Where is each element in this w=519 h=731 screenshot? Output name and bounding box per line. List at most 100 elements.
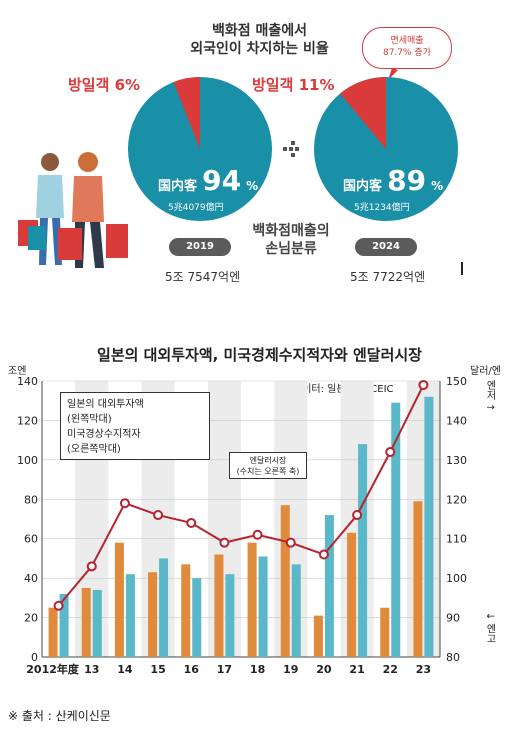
year-pill-2024: 2024 — [355, 238, 417, 256]
left-tick-label: 40 — [24, 572, 38, 585]
right-tick-label: 130 — [446, 454, 467, 467]
left-tick-label: 0 — [31, 651, 38, 664]
legend-line: (왼쪽막대) — [67, 414, 112, 425]
infographic-title-line1: 백화점 매출에서 — [211, 23, 308, 39]
bar-us-deficit — [192, 578, 202, 657]
right-tick-label: 140 — [446, 414, 467, 427]
bar-us-deficit — [358, 444, 368, 657]
yen-point — [53, 600, 64, 611]
pie-2024-total: 5조 7722억엔 — [350, 270, 426, 284]
footer-source: ※ 출처 : 산케이신문 — [8, 709, 111, 723]
left-tick-label: 140 — [17, 375, 38, 388]
bar-us-deficit — [424, 396, 434, 657]
pie-2019-visitor-slice — [173, 77, 200, 149]
right-axis-unit: 달러/엔 — [470, 366, 501, 377]
bar-us-deficit — [391, 402, 401, 657]
callout-line1: 면세매출 — [390, 36, 424, 46]
right-tick-label: 90 — [446, 612, 460, 625]
text-cursor-mark — [461, 262, 463, 275]
bar-chart: 0 20 40 60 80 100 120 140 80 90 100 110 120 130 140 150… — [17, 375, 467, 676]
bar-investment — [148, 572, 158, 657]
right-tick-label: 80 — [446, 651, 460, 664]
pie-2024-domestic-num: 89 — [387, 164, 427, 197]
legend-line: 미국경상수지적자 — [67, 429, 141, 440]
bar-investment — [114, 542, 124, 657]
duty-free-callout: 면세매출 87.7% 증가 — [362, 27, 452, 69]
x-tick-label: 17 — [217, 663, 232, 676]
bar-investment — [380, 607, 390, 657]
x-tick-label: 14 — [117, 663, 133, 676]
left-axis-unit: 조엔 — [8, 366, 27, 377]
bar-us-deficit — [59, 593, 69, 657]
column-band — [274, 381, 308, 657]
yen-point — [352, 510, 363, 521]
right-tick-label: 110 — [446, 533, 467, 546]
pie-2019-visitor-label: 방일객 6% — [68, 76, 141, 94]
left-tick-label: 60 — [24, 533, 38, 546]
year-pill-2019: 2019 — [169, 238, 231, 256]
chart-title: 일본의 대외투자액, 미국경제수지적자와 엔달러시장 — [97, 346, 422, 364]
pie-2024-domestic: 国内客 89 % — [343, 164, 443, 197]
yen-point — [252, 529, 263, 540]
bar-investment — [347, 532, 357, 657]
bar-us-deficit — [324, 515, 334, 657]
pie-2024-visitor-label: 방일객 11% — [252, 76, 335, 94]
bar-investment — [413, 501, 423, 657]
yen-point — [219, 537, 230, 548]
center-caption: 백화점매출의 손님분류 — [236, 222, 346, 258]
pie-2019 — [128, 77, 272, 221]
infographic-title-line2: 외국인이 차지하는 비율 — [190, 41, 329, 57]
column-band — [406, 381, 440, 657]
arrow-icon — [283, 141, 299, 157]
pie-2024-pct-sign: % — [431, 179, 444, 193]
pie-2019-total: 5조 7547억엔 — [165, 270, 241, 284]
x-tick-label: 22 — [383, 663, 398, 676]
pie-charts — [128, 68, 458, 221]
line-callout-line: (수치는 오른쪽 축) — [236, 467, 300, 476]
bar-investment — [181, 564, 191, 657]
pie-2024-amount: 5兆1234億円 — [354, 203, 410, 213]
left-tick-label: 100 — [17, 454, 38, 467]
bar-us-deficit — [225, 574, 235, 657]
pie-2019-domestic: 国内客 94 % — [158, 164, 258, 197]
right-tick-label: 150 — [446, 375, 467, 388]
yen-point — [186, 517, 197, 528]
pie-2024 — [314, 77, 458, 221]
pie-2024-visitor-slice — [340, 77, 386, 149]
pie-2019-domestic-num: 94 — [202, 164, 242, 197]
center-caption-line1: 백화점매출의 — [252, 223, 330, 239]
yen-point — [418, 379, 429, 390]
shopper-icon — [58, 152, 128, 268]
x-tick-label: 21 — [349, 663, 364, 676]
bar-us-deficit — [258, 556, 268, 657]
legend-box: 일본의 대외투자액 (왼쪽막대) 미국경상수지적자 (오른쪽막대) — [60, 392, 210, 460]
yen-point — [153, 510, 164, 521]
center-caption-line2: 손님분류 — [265, 241, 317, 257]
bar-us-deficit — [159, 558, 169, 657]
right-axis-top-note: 엔저 ↑ — [484, 380, 495, 412]
yen-point — [86, 561, 97, 572]
bar-investment — [81, 588, 91, 657]
shopper-icon — [18, 153, 64, 265]
bar-us-deficit — [291, 564, 301, 657]
x-tick-label: 2012年度 — [26, 662, 80, 676]
x-tick-label: 15 — [150, 663, 165, 676]
x-tick-label: 16 — [184, 663, 200, 676]
x-tick-label: 19 — [283, 663, 298, 676]
line-callout: 엔달러시장 (수치는 오른쪽 축) — [229, 452, 307, 479]
callout-line2: 87.7% 증가 — [382, 48, 431, 58]
right-axis-bottom-note: ↓ 엔고 — [484, 612, 495, 644]
yen-point — [385, 446, 396, 457]
legend-line: (오른쪽막대) — [67, 444, 121, 455]
yen-point — [119, 498, 130, 509]
x-tick-label: 20 — [316, 663, 332, 676]
left-tick-label: 80 — [24, 493, 38, 506]
right-tick-label: 120 — [446, 493, 467, 506]
right-tick-label: 100 — [446, 572, 467, 585]
infographic-title: 백화점 매출에서 외국인이 차지하는 비율 — [0, 22, 519, 58]
pie-2024-domestic-label: 国内客 — [343, 179, 383, 194]
pie-2019-pct-sign: % — [246, 179, 259, 193]
bar-investment — [280, 505, 290, 657]
pie-2019-domestic-label: 国内客 — [158, 179, 198, 194]
bar-investment — [214, 554, 224, 657]
